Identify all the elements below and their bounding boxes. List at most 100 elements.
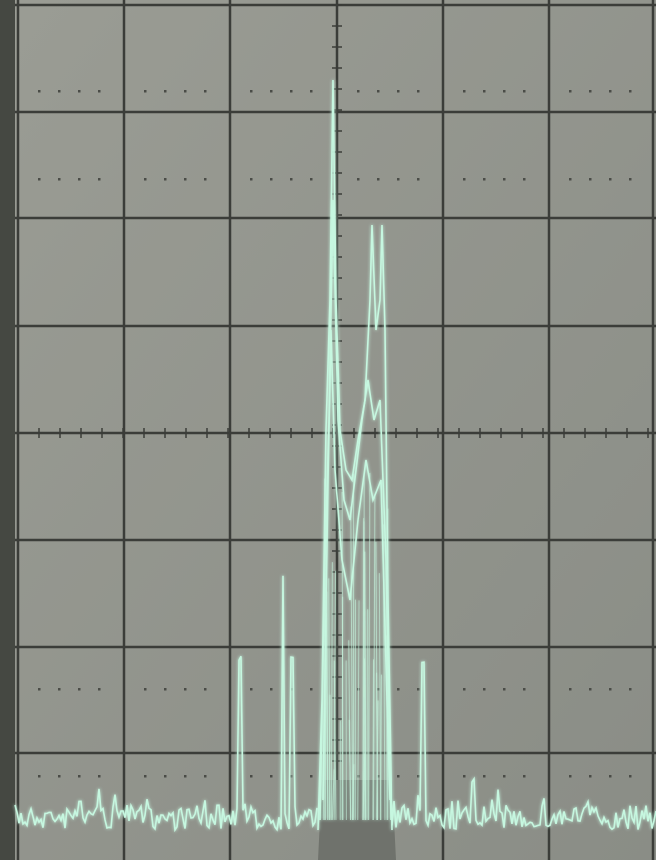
graticule-dot xyxy=(589,775,592,778)
graticule-dot xyxy=(310,178,313,181)
graticule-dot xyxy=(184,90,187,93)
graticule-dot xyxy=(58,178,61,181)
graticule-dot xyxy=(250,688,253,691)
graticule-dot xyxy=(463,688,466,691)
graticule-dot xyxy=(609,688,612,691)
trace-fill xyxy=(333,660,337,821)
graticule-dot xyxy=(98,178,101,181)
graticule-dot xyxy=(377,775,380,778)
trace-fill xyxy=(330,562,333,821)
graticule-dot xyxy=(38,775,41,778)
trace-fill xyxy=(372,659,375,821)
graticule-dot xyxy=(290,775,293,778)
trace-fill xyxy=(363,521,367,821)
trace-fill xyxy=(382,524,386,821)
graticule-dot xyxy=(204,775,207,778)
graticule-dot xyxy=(357,90,360,93)
graticule-dot xyxy=(463,775,466,778)
screen xyxy=(15,0,656,860)
graticule-dot xyxy=(609,90,612,93)
graticule-dot xyxy=(250,90,253,93)
graticule-dot xyxy=(629,775,632,778)
graticule-dot xyxy=(290,178,293,181)
graticule-dot xyxy=(164,775,167,778)
graticule-dot xyxy=(417,178,420,181)
graticule-dot xyxy=(589,178,592,181)
graticule-dot xyxy=(78,775,81,778)
graticule-dot xyxy=(144,178,147,181)
graticule-dot xyxy=(463,90,466,93)
graticule-dot xyxy=(629,90,632,93)
graticule-dot xyxy=(144,688,147,691)
graticule-dot xyxy=(184,178,187,181)
graticule-dot xyxy=(310,775,313,778)
graticule-dot xyxy=(270,90,273,93)
graticule-dot xyxy=(184,775,187,778)
graticule-dot xyxy=(397,775,400,778)
graticule-dot xyxy=(483,688,486,691)
trace-fill xyxy=(368,472,371,821)
graticule-dot xyxy=(204,178,207,181)
graticule-dot xyxy=(377,178,380,181)
trace-fill xyxy=(331,769,335,821)
graticule-dot xyxy=(397,90,400,93)
trace xyxy=(14,79,656,833)
graticule-dot xyxy=(569,178,572,181)
noise-floor xyxy=(391,661,656,831)
graticule-dot xyxy=(397,688,400,691)
graticule-dot xyxy=(523,90,526,93)
graticule-dot xyxy=(357,178,360,181)
graticule-dot xyxy=(58,90,61,93)
graticule-dot xyxy=(589,688,592,691)
graticule-dot xyxy=(463,178,466,181)
graticule-dot xyxy=(503,178,506,181)
graticule-dot xyxy=(144,90,147,93)
graticule-dot xyxy=(78,688,81,691)
graticule-dot xyxy=(483,90,486,93)
trace-fill xyxy=(357,600,360,821)
graticule-dot xyxy=(78,178,81,181)
graticule-dot xyxy=(204,90,207,93)
graticule-dot xyxy=(38,90,41,93)
graticule-dot xyxy=(569,688,572,691)
graticule-dot xyxy=(164,90,167,93)
graticule-dot xyxy=(523,775,526,778)
graticule-dot xyxy=(569,90,572,93)
graticule-dot xyxy=(523,688,526,691)
trace-fill xyxy=(362,518,365,821)
graticule-dot xyxy=(503,688,506,691)
graticule-dot xyxy=(98,688,101,691)
graticule-dot xyxy=(250,775,253,778)
graticule-dot xyxy=(483,178,486,181)
graticule-dot xyxy=(38,688,41,691)
graticule-dot xyxy=(523,178,526,181)
graticule-dot xyxy=(417,90,420,93)
graticule-dot xyxy=(98,90,101,93)
graticule-dot xyxy=(397,178,400,181)
trace-fill xyxy=(376,672,379,821)
graticule-dot xyxy=(377,90,380,93)
graticule-dot xyxy=(164,688,167,691)
graticule-dot xyxy=(270,178,273,181)
trace-fill xyxy=(325,624,329,821)
graticule-dot xyxy=(38,178,41,181)
graticule-dot xyxy=(609,775,612,778)
graticule-dot xyxy=(270,775,273,778)
graticule-dot xyxy=(503,775,506,778)
graticule-dot xyxy=(417,688,420,691)
graticule-dot xyxy=(250,178,253,181)
trace-fill xyxy=(328,578,331,821)
graticule-dot xyxy=(609,178,612,181)
trace-fill xyxy=(322,685,326,821)
graticule-dot xyxy=(58,775,61,778)
graticule-dot xyxy=(184,688,187,691)
trace-fill xyxy=(348,719,352,821)
graticule-dot xyxy=(290,90,293,93)
graticule-dot xyxy=(629,688,632,691)
graticule-dot xyxy=(503,90,506,93)
graticule-dot xyxy=(78,90,81,93)
noise-floor xyxy=(14,575,318,833)
graticule-dot xyxy=(98,775,101,778)
